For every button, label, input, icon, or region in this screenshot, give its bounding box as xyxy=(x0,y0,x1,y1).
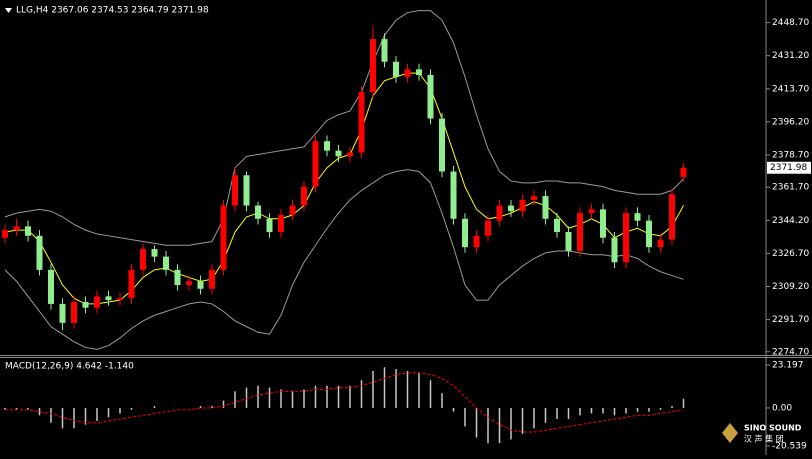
logo: SINO SOUND 汉 声 集 团 xyxy=(722,423,802,444)
candle-body xyxy=(266,218,273,233)
candle-body xyxy=(554,218,560,233)
candle-body xyxy=(186,281,192,285)
y-tick-label: 2431.20 xyxy=(772,51,809,61)
y-tick-label: 23.197 xyxy=(772,361,804,371)
candle-body xyxy=(485,220,491,236)
candle-body xyxy=(2,230,8,238)
candle-body xyxy=(565,232,572,251)
candle-body xyxy=(347,152,353,157)
candle-body xyxy=(381,39,388,62)
logo-brand: SINO SOUND xyxy=(744,424,802,433)
candle-body xyxy=(427,75,434,119)
price-marker xyxy=(767,161,811,174)
candle-body xyxy=(439,118,445,172)
y-tick-label: 2413.70 xyxy=(772,84,809,94)
chart-title: LLG,H4 2367.06 2374.53 2364.79 2371.98 xyxy=(16,6,209,16)
candle-body xyxy=(657,239,664,248)
candle-body xyxy=(255,205,261,219)
y-tick-label: 2361.70 xyxy=(772,183,809,193)
candle-body xyxy=(611,237,618,263)
candle-body xyxy=(36,235,43,270)
candle-body xyxy=(646,220,652,248)
candle-body xyxy=(117,298,123,301)
candle-body xyxy=(48,269,54,304)
candle-body xyxy=(301,186,307,206)
indicator-line xyxy=(4,10,684,246)
y-tick-label: 2448.70 xyxy=(772,18,809,28)
candle-body xyxy=(370,39,376,93)
price-marker-label: 2371.98 xyxy=(770,163,807,173)
candle-body xyxy=(151,249,158,257)
indicator-title: MACD(12,26,9) 4.642 -1.140 xyxy=(5,362,134,372)
y-tick-label: 2291.70 xyxy=(772,315,809,325)
candle-body xyxy=(393,61,399,77)
candle-body xyxy=(82,302,89,308)
logo-cn: 汉 声 集 团 xyxy=(744,434,784,444)
candle-body xyxy=(209,269,215,289)
candle-body xyxy=(220,205,227,270)
y-tick-label: 2309.20 xyxy=(772,282,809,292)
candle-body xyxy=(232,175,238,206)
candle-body xyxy=(577,213,583,251)
candle-body xyxy=(174,269,181,285)
candle-body xyxy=(634,213,641,221)
candle-body xyxy=(105,296,112,301)
candle-body xyxy=(404,69,411,77)
candle-body xyxy=(462,218,468,248)
menu-arrow xyxy=(5,8,12,13)
candle-body xyxy=(623,213,629,263)
candle-body xyxy=(496,205,503,221)
indicator-line xyxy=(4,169,684,350)
candle-body xyxy=(324,141,330,151)
y-tick-label: 2326.70 xyxy=(772,249,809,259)
candle-body xyxy=(531,196,537,200)
y-tick-label: -20.539 xyxy=(772,441,807,451)
indicator-line xyxy=(4,72,684,305)
candle-body xyxy=(600,209,606,238)
candle-body xyxy=(289,205,296,215)
candle-body xyxy=(128,269,135,299)
candle-body xyxy=(278,215,284,233)
candle-body xyxy=(13,226,20,231)
candle-body xyxy=(94,296,100,308)
y-tick-label: 2274.70 xyxy=(772,347,809,357)
y-tick-label: 2396.20 xyxy=(772,117,809,127)
candle-body xyxy=(542,196,549,219)
candle-body xyxy=(358,92,365,153)
signal-line xyxy=(5,372,684,433)
candle-body xyxy=(140,249,146,270)
candle-body xyxy=(416,69,422,75)
candle-body xyxy=(588,209,595,214)
candle-body xyxy=(59,303,66,323)
candle-body xyxy=(243,175,250,206)
candle-body xyxy=(680,167,687,178)
candle-body xyxy=(669,194,675,240)
candle-body xyxy=(335,150,342,157)
y-tick-label: 2378.70 xyxy=(772,151,809,161)
y-tick-label: 0.00 xyxy=(772,403,792,413)
candle-body xyxy=(473,235,480,248)
candle-body xyxy=(508,205,514,212)
candle-body xyxy=(25,226,31,236)
y-tick-label: 2344.20 xyxy=(772,216,809,226)
candle-body xyxy=(519,199,526,212)
logo-icon xyxy=(722,423,738,443)
candle-body xyxy=(163,256,169,270)
candle-body xyxy=(312,141,319,187)
candle-body xyxy=(197,281,204,289)
candle-body xyxy=(450,171,457,219)
candle-body xyxy=(71,302,77,323)
